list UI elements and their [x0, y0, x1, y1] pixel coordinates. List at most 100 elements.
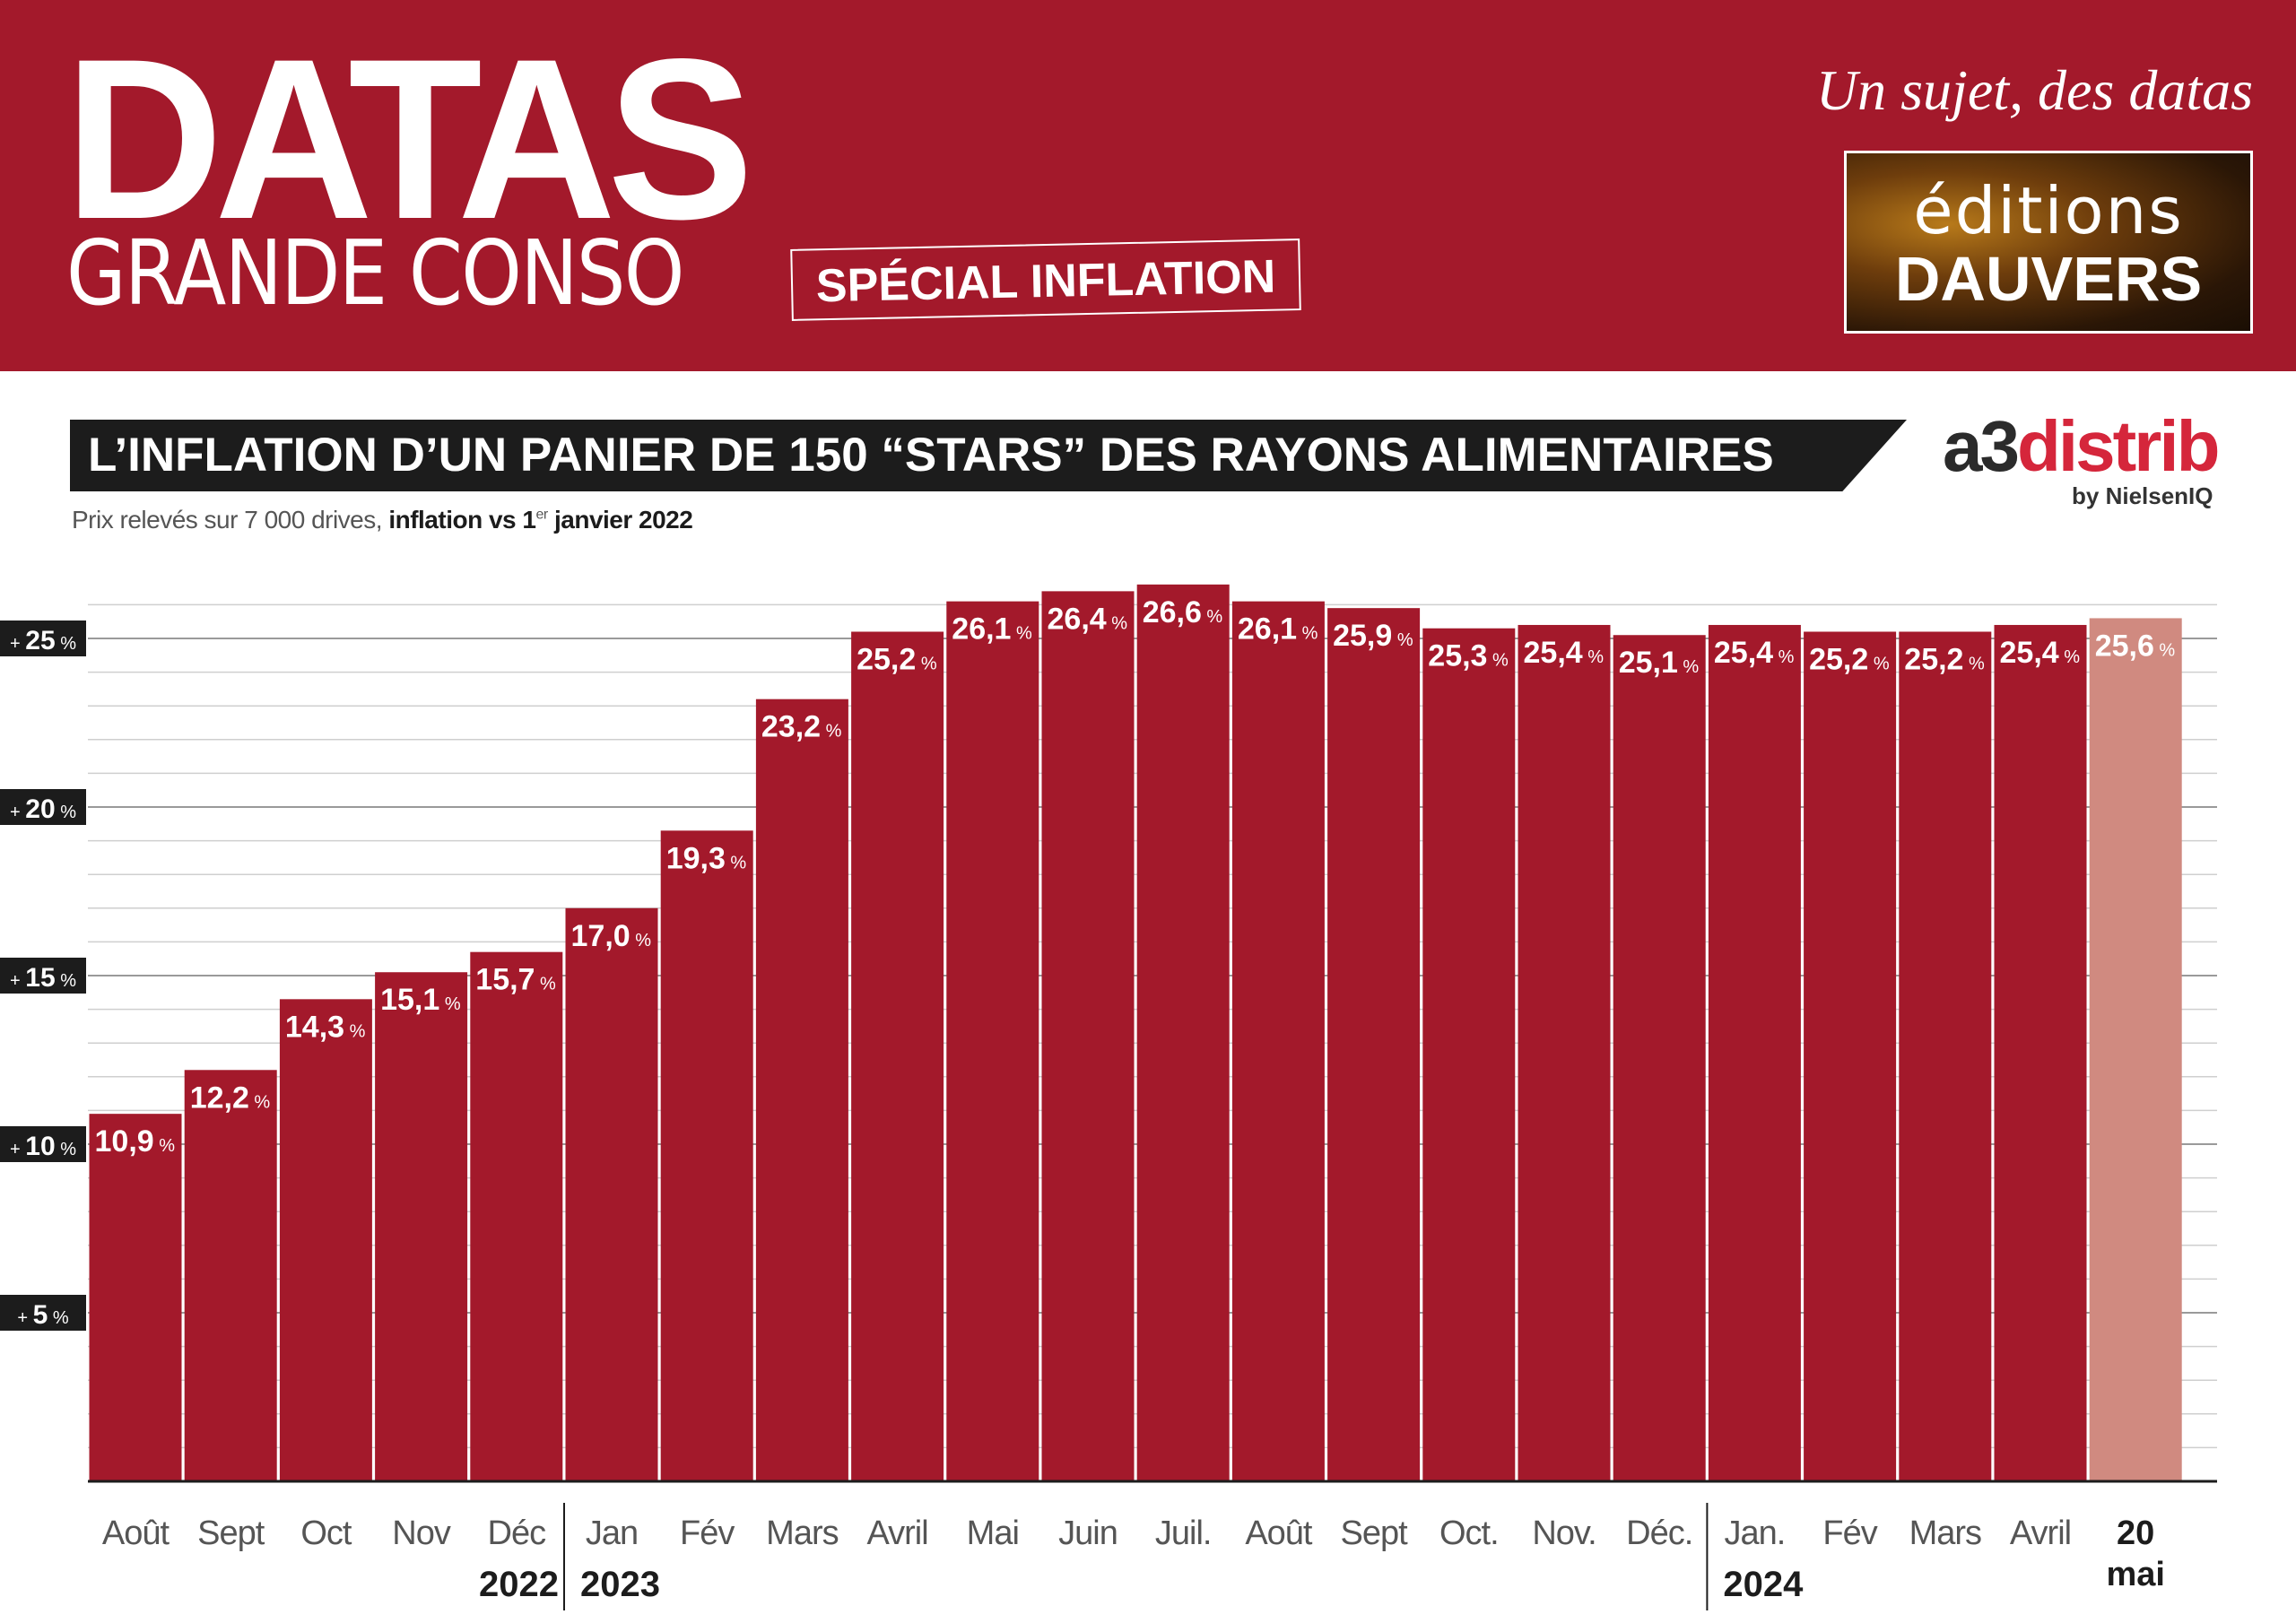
x-tick-label-month: mai [2106, 1556, 2164, 1593]
bar-value-label: 25,4 % [1714, 636, 1795, 670]
year-label: 2022 [479, 1565, 559, 1604]
bar [1613, 635, 1706, 1481]
x-tick-label: Oct [300, 1515, 352, 1552]
bar [1136, 584, 1230, 1481]
x-tick-label: Août [1245, 1515, 1313, 1552]
y-tick-tag [0, 958, 86, 994]
bar [279, 999, 372, 1481]
bar-value-label: 12,2 % [190, 1081, 271, 1115]
x-tick-label: Jan. [1724, 1515, 1785, 1552]
a3distrib-byline: by NielsenIQ [2072, 482, 2213, 509]
x-tick-label: Oct. [1439, 1515, 1499, 1552]
chart-title-bar: L’INFLATION D’UN PANIER DE 150 “STARS” D… [70, 420, 1907, 491]
bar [851, 631, 944, 1481]
bar-value-label: 25,6 % [2095, 629, 2176, 663]
brand-subtitle: GRANDE CONSO [66, 221, 684, 325]
bar-value-label: 26,6 % [1143, 595, 1223, 629]
bar [375, 972, 468, 1481]
y-tick-tag [0, 1126, 86, 1162]
x-tick-label: Mai [967, 1515, 1019, 1552]
x-tick-label: Déc [488, 1515, 546, 1552]
y-tick-tag [0, 789, 86, 825]
x-tick-label: Fév [1822, 1515, 1877, 1552]
bar [1708, 624, 1801, 1481]
bar-value-label: 15,7 % [475, 963, 556, 997]
x-tick-label: Nov. [1532, 1515, 1596, 1552]
x-tick-label: Mars [766, 1515, 838, 1552]
chart-title: L’INFLATION D’UN PANIER DE 150 “STARS” D… [88, 429, 1774, 482]
bar [1899, 631, 1992, 1481]
y-tick-tag [0, 1295, 86, 1331]
bar-value-label: 19,3 % [666, 841, 747, 875]
x-tick-label: Nov [392, 1515, 451, 1552]
bar-value-label: 26,1 % [952, 612, 1032, 647]
bar [184, 1070, 277, 1481]
bar [470, 951, 563, 1481]
bar-value-label: 15,1 % [380, 983, 461, 1017]
x-tick-label: Sept [197, 1515, 265, 1552]
x-tick-label: Mars [1909, 1515, 1981, 1552]
bar [1804, 631, 1897, 1481]
year-label: 2024 [1723, 1565, 1804, 1604]
x-tick-label: Sept [1341, 1515, 1409, 1552]
bar [1041, 591, 1135, 1481]
bar-value-label: 25,4 % [2000, 636, 2081, 670]
x-tick-label: Jan [586, 1515, 638, 1552]
y-tick-label: + 10 % [10, 1132, 76, 1161]
x-tick-label: Août [102, 1515, 170, 1552]
bar-value-label: 25,1 % [1619, 646, 1700, 680]
x-tick-label: Déc. [1626, 1515, 1692, 1552]
bar [755, 699, 848, 1481]
y-tick-label: + 5 % [17, 1300, 68, 1330]
a3distrib-logo: a3distrib [1943, 411, 2220, 482]
bar-value-label: 26,4 % [1048, 602, 1128, 636]
bar-value-label: 23,2 % [761, 710, 842, 744]
editions-dauvers-logo: éditions DAUVERS [1844, 151, 2253, 334]
bar [1422, 628, 1516, 1481]
bar [1327, 608, 1421, 1481]
bar [1518, 624, 1611, 1481]
bar-value-label: 10,9 % [95, 1124, 176, 1159]
subtitle-plain: Prix relevés sur 7 000 drives, [72, 506, 389, 534]
subtitle-sup: er [535, 507, 548, 523]
y-tick-label: + 15 % [10, 963, 76, 993]
bar-value-label: 14,3 % [285, 1010, 366, 1044]
subtitle-bold-end: janvier 2022 [547, 506, 693, 534]
bar [660, 830, 753, 1481]
y-tick-tag [0, 621, 86, 656]
logo-line-dauvers: DAUVERS [1894, 244, 2203, 314]
a3-logo-part1: a3 [1943, 406, 2020, 486]
brand-title: DATAS [65, 12, 753, 267]
chart-subtitle: Prix relevés sur 7 000 drives, inflation… [72, 506, 693, 534]
x-tick-label: Juin [1058, 1515, 1118, 1552]
bar-value-label: 25,4 % [1524, 636, 1605, 670]
bar [946, 601, 1039, 1481]
bar [2089, 618, 2182, 1481]
header-banner: DATAS GRANDE CONSO SPÉCIAL INFLATION Un … [0, 0, 2296, 371]
bar [1231, 601, 1325, 1481]
bar [1994, 624, 2087, 1481]
bar-value-label: 25,2 % [1904, 642, 1985, 676]
logo-line-editions: éditions [1913, 173, 2184, 248]
bar-value-label: 25,2 % [1809, 642, 1890, 676]
bar-value-label: 25,3 % [1428, 639, 1509, 673]
bar-value-label: 17,0 % [571, 919, 652, 953]
x-tick-label: Avril [2010, 1515, 2071, 1552]
x-tick-label-day: 20 [2117, 1515, 2154, 1552]
tagline: Un sujet, des datas [1815, 58, 2253, 122]
special-badge: SPÉCIAL INFLATION [790, 239, 1301, 321]
year-label: 2023 [580, 1565, 660, 1604]
x-tick-label: Fév [680, 1515, 735, 1552]
x-tick-label: Juil. [1155, 1515, 1212, 1552]
a3-logo-part2: distrib [2016, 406, 2220, 486]
subtitle-bold: inflation vs 1 [388, 506, 536, 534]
y-tick-label: + 25 % [10, 626, 76, 655]
bar-value-label: 25,9 % [1333, 619, 1413, 653]
bar-value-label: 26,1 % [1238, 612, 1318, 647]
bar-chart: + 5 % + 10 % + 15 % + 20 % + 25 % 10,9 % Août 1… [0, 584, 2217, 1610]
y-tick-label: + 20 % [10, 794, 76, 824]
bar [565, 907, 658, 1481]
x-tick-label: Avril [866, 1515, 927, 1552]
bar [89, 1114, 182, 1481]
bar-value-label: 25,2 % [857, 642, 937, 676]
